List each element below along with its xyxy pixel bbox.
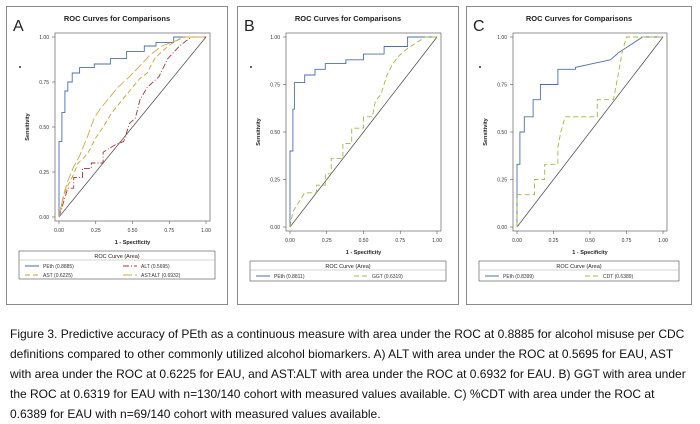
- x-tick-label-a-0: 0.00: [54, 228, 64, 234]
- roc-chart-a: A ROC Curves for Comparisons 0.00 0.25 0.50 0…: [13, 14, 216, 280]
- x-tick-label-b-0: 0.00: [285, 238, 295, 244]
- x-tick-label-a-3: 0.75: [164, 228, 174, 234]
- y-tick-label-a-2: 0.50: [39, 125, 49, 131]
- legend-box-a: [18, 250, 216, 280]
- margin-dot-c: [479, 66, 481, 68]
- y-tick-label-b-3: 0.75: [270, 83, 280, 89]
- roc-curve-b-0: [289, 36, 437, 227]
- y-axis-label-c: Sensitivity: [483, 117, 489, 145]
- panel-c: C ROC Curves for Comparisons 0.00 0.25 0.50 0…: [466, 6, 692, 305]
- panel-letter-c: C: [473, 18, 485, 35]
- x-tick-label-b-4: 1.00: [432, 238, 442, 244]
- panel-b: B ROC Curves for Comparisons 0.00 0.25 0.50 0…: [237, 6, 459, 305]
- margin-dot-a: [19, 66, 21, 68]
- legend-title-a: ROC Curve (Area): [94, 254, 139, 260]
- margin-dot-b: [250, 66, 252, 68]
- x-tick-label-c-1: 0.25: [549, 238, 559, 244]
- roc-curve-a-1: [58, 36, 206, 218]
- reference-line-b: [289, 36, 438, 228]
- x-tick-label-a-1: 0.25: [91, 228, 101, 234]
- legend-box-b: [249, 260, 447, 282]
- y-tick-label-a-4: 1.00: [39, 35, 49, 41]
- x-axis-label-a: 1 - Specificity: [115, 240, 151, 246]
- y-tick-label-a-0: 0.00: [39, 215, 49, 221]
- figure-caption: Figure 3. Predictive accuracy of PEth as…: [10, 327, 686, 421]
- x-tick-label-c-0: 0.00: [512, 238, 522, 244]
- roc-curve-a-2: [58, 36, 206, 218]
- y-tick-label-c-4: 1.00: [497, 35, 507, 41]
- panel-letter-b: B: [244, 18, 255, 35]
- y-tick-label-c-0: 0.00: [497, 225, 507, 231]
- roc-curve-a-3: [58, 36, 206, 218]
- legend-title-b: ROC Curve (Area): [325, 264, 370, 270]
- x-tick-label-b-3: 0.75: [395, 238, 405, 244]
- roc-chart-b: B ROC Curves for Comparisons 0.00 0.25 0.50 0…: [244, 14, 447, 282]
- y-tick-label-b-2: 0.50: [270, 130, 280, 136]
- legend-label-b-0: PEth (0.8811): [274, 274, 305, 280]
- reference-line-a: [58, 36, 207, 218]
- roc-curve-b-1: [289, 36, 437, 228]
- legend-label-c-1: CDT (0.6389): [603, 274, 634, 280]
- x-tick-label-b-2: 0.50: [359, 238, 369, 244]
- y-tick-label-c-2: 0.50: [497, 130, 507, 136]
- reference-line-c: [516, 36, 664, 228]
- chart-title-a: ROC Curves for Comparisons: [64, 14, 170, 23]
- legend-label-a-3: AST:ALT (0.6932): [141, 273, 181, 279]
- roc-chart-c: C ROC Curves for Comparisons 0.00 0.25 0.50 0…: [473, 14, 680, 282]
- x-tick-label-c-2: 0.50: [585, 238, 595, 244]
- y-axis-label-a: Sensitivity: [25, 112, 31, 140]
- y-axis-label-b: Sensitivity: [256, 117, 262, 145]
- y-tick-label-b-4: 1.00: [270, 35, 280, 41]
- x-tick-label-c-4: 1.00: [658, 238, 668, 244]
- legend-box-c: [478, 260, 680, 282]
- y-tick-label-a-1: 0.25: [39, 170, 49, 176]
- y-tick-label-c-3: 0.75: [497, 83, 507, 89]
- x-tick-label-a-2: 0.50: [128, 228, 138, 234]
- panel-letter-a: A: [13, 18, 24, 35]
- legend-label-a-2: AST (0.6225): [43, 273, 73, 279]
- legend-label-c-0: PEth (0.8399): [503, 274, 534, 280]
- x-axis-label-c: 1 - Specificity: [572, 250, 608, 256]
- x-tick-label-c-3: 0.75: [622, 238, 632, 244]
- x-tick-label-b-1: 0.25: [322, 238, 332, 244]
- panel-a: A ROC Curves for Comparisons 0.00 0.25 0.50 0…: [6, 6, 228, 305]
- legend-title-c: ROC Curve (Area): [556, 264, 601, 270]
- roc-curve-a-0: [58, 36, 206, 217]
- x-axis-label-b: 1 - Specificity: [346, 250, 382, 256]
- legend-label-a-1: ALT (0.5695): [141, 264, 170, 270]
- chart-title-c: ROC Curves for Comparisons: [526, 14, 632, 23]
- x-tick-label-a-4: 1.00: [201, 228, 211, 234]
- y-tick-label-c-1: 0.25: [497, 178, 507, 184]
- roc-curve-c-1: [516, 36, 663, 227]
- legend-label-a-0: PEth (0.8885): [43, 264, 74, 270]
- legend-label-b-1: GGT (0.6319): [372, 274, 403, 280]
- y-tick-label-b-0: 0.00: [270, 225, 280, 231]
- roc-curve-c-0: [516, 36, 663, 227]
- chart-title-b: ROC Curves for Comparisons: [295, 14, 401, 23]
- y-tick-label-b-1: 0.25: [270, 178, 280, 184]
- y-tick-label-a-3: 0.75: [39, 80, 49, 86]
